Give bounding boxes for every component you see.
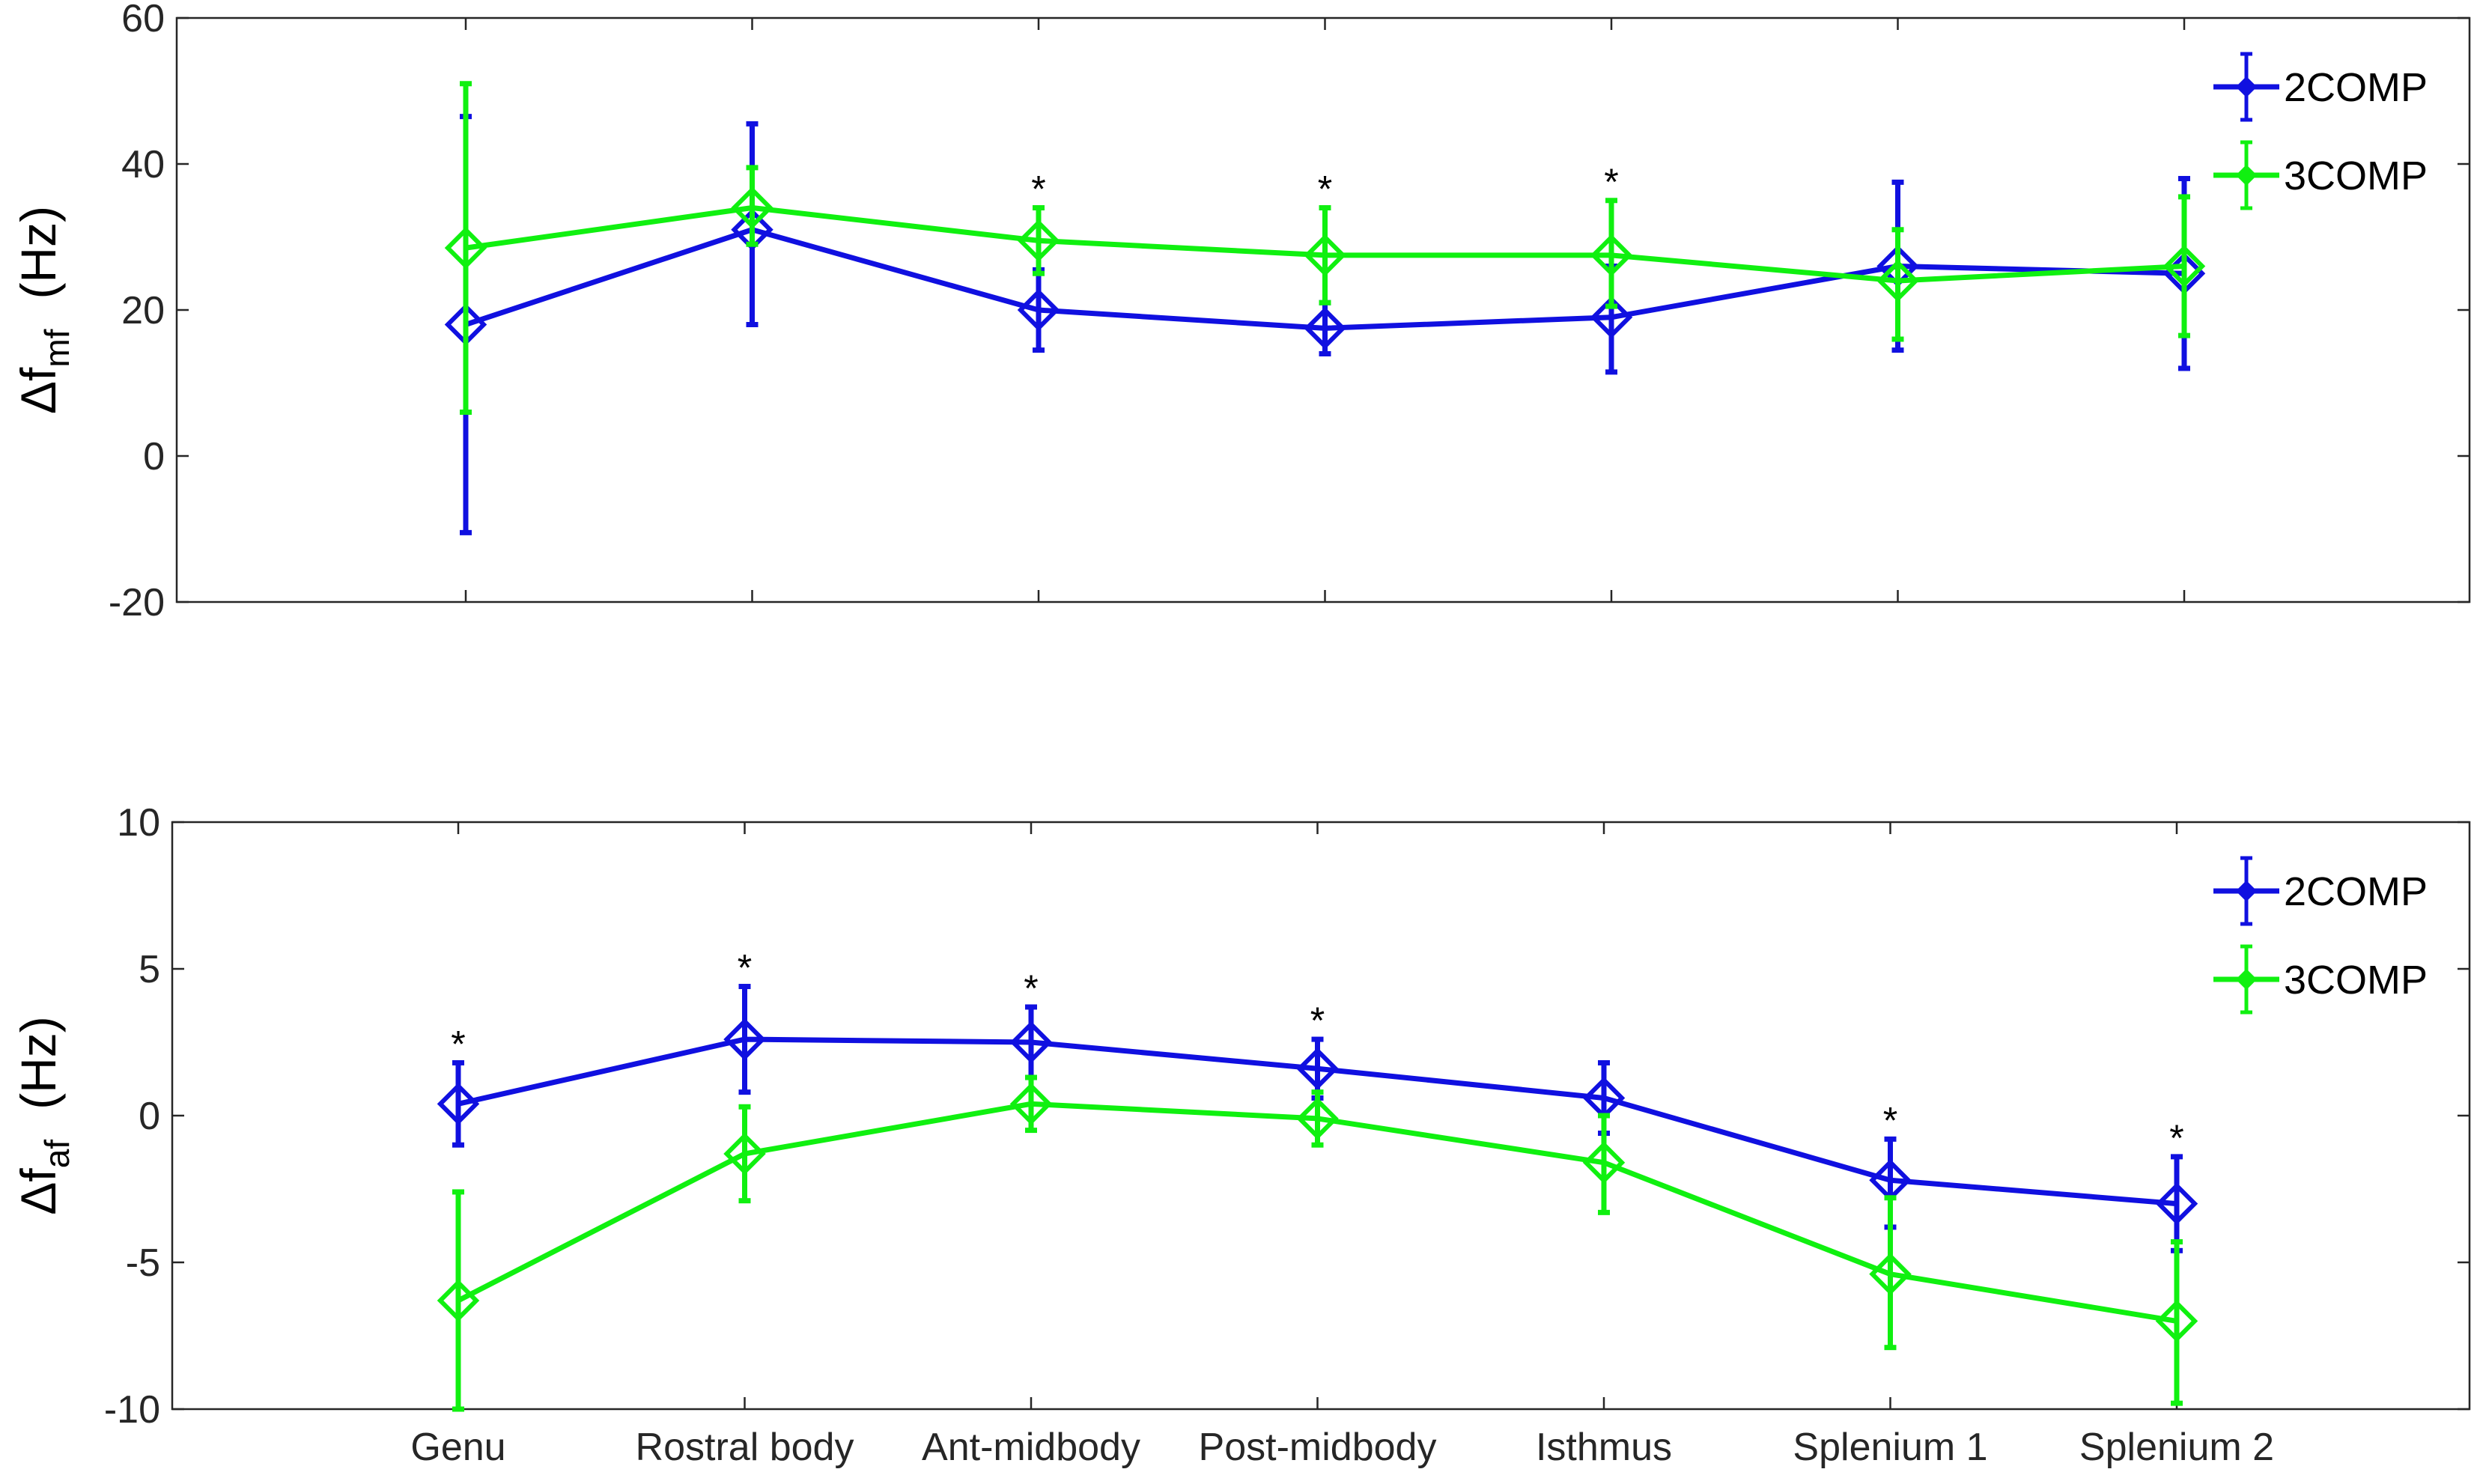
legend-marker (2235, 880, 2258, 902)
legend-item-3COMP: 3COMP (2213, 140, 2428, 210)
data-point-marker (1009, 1083, 1053, 1125)
significance-marker: * (1883, 1099, 1897, 1141)
x-category-label: Post-midbody (1199, 1426, 1437, 1469)
y-axis-label-unit: (Hz) (10, 206, 66, 299)
legend-item-2COMP: 2COMP (2213, 52, 2428, 122)
y-axis-label-sub: af (37, 1140, 76, 1169)
data-point-marker (1590, 296, 1633, 338)
data-point-marker (2155, 1300, 2198, 1342)
y-tick-label: -10 (104, 1388, 160, 1432)
data-point-marker (723, 1018, 766, 1061)
bottom-panel-af: -10 -5 0 5 10 Genu Rostral body Ant-midbody Post… (10, 801, 2471, 1469)
data-point-marker (437, 1279, 480, 1322)
y-tick-label: -5 (126, 1241, 160, 1285)
data-point-marker (1017, 219, 1060, 262)
data-point-marker (723, 1132, 766, 1176)
x-category-label: Splenium 2 (2079, 1426, 2274, 1469)
legend-marker (2235, 76, 2258, 98)
data-point-marker (1304, 234, 1346, 277)
data-point-marker (1009, 1021, 1053, 1064)
data-point-marker (731, 208, 773, 251)
x-category-label: Splenium 1 (1793, 1426, 1987, 1469)
significance-marker: * (2169, 1117, 2183, 1159)
data-point-marker (1296, 1097, 1339, 1140)
significance-marker: * (1031, 168, 1045, 210)
significance-marker: * (1310, 1000, 1325, 1041)
series-2COMP (437, 984, 2198, 1253)
y-axis-label: Δfmf (Hz) (10, 206, 76, 414)
legend-item-3COMP: 3COMP (2213, 944, 2428, 1015)
x-category-label: Isthmus (1536, 1426, 1672, 1469)
data-point-marker (1304, 307, 1346, 350)
series-3COMP (437, 1074, 2198, 1412)
data-point-marker (437, 1083, 480, 1125)
y-axis-label-sub: mf (37, 329, 76, 367)
y-axis-label-main: Δf (10, 1168, 66, 1215)
y-tick-label: -20 (109, 581, 165, 624)
data-point-marker (2162, 245, 2206, 288)
data-point-marker (2155, 1182, 2198, 1225)
legend-marker (2235, 968, 2258, 991)
legend-label: 3COMP (2284, 153, 2428, 198)
y-axis-label: Δfaf (Hz) (10, 1016, 76, 1214)
legend-label: 3COMP (2284, 958, 2428, 1003)
x-category-label: Rostral body (636, 1426, 854, 1469)
legend-label: 2COMP (2284, 65, 2428, 110)
y-tick-label: 40 (121, 143, 165, 186)
y-tick-label: 5 (139, 948, 160, 991)
significance-marker: * (1024, 967, 1038, 1009)
y-axis-label-unit: (Hz) (10, 1016, 66, 1110)
x-category-label: Ant-midbody (922, 1426, 1140, 1469)
legend-marker (2235, 164, 2258, 186)
data-point-marker (1582, 1141, 1626, 1184)
y-axis-label-main: Δf (10, 367, 66, 414)
legend-label: 2COMP (2284, 869, 2428, 914)
significance-marker: * (1318, 168, 1332, 210)
significance-marker: * (1604, 161, 1618, 203)
series-3COMP (444, 81, 2206, 415)
x-category-label: Genu (410, 1426, 505, 1469)
data-point-marker (444, 226, 487, 270)
axes-box (171, 821, 2471, 1411)
y-tick-label: 0 (139, 1095, 160, 1138)
y-tick-label: 20 (121, 289, 165, 332)
data-point-marker (1876, 259, 1919, 302)
data-point-marker (1017, 288, 1060, 332)
data-point-marker (1296, 1047, 1339, 1090)
data-point-marker (1590, 234, 1633, 277)
y-tick-label: 10 (117, 801, 160, 845)
legend-item-2COMP: 2COMP (2213, 856, 2428, 926)
significance-marker: * (738, 947, 752, 989)
y-tick-label: 60 (121, 0, 165, 40)
data-point-marker (731, 186, 773, 229)
top-panel-mf: -20 0 20 40 60 Δfmf (Hz) * * * 2COMP 3COMP (10, 0, 2471, 624)
significance-marker: * (451, 1023, 465, 1065)
data-point-marker (1869, 1253, 1912, 1295)
y-tick-label: 0 (143, 435, 165, 478)
